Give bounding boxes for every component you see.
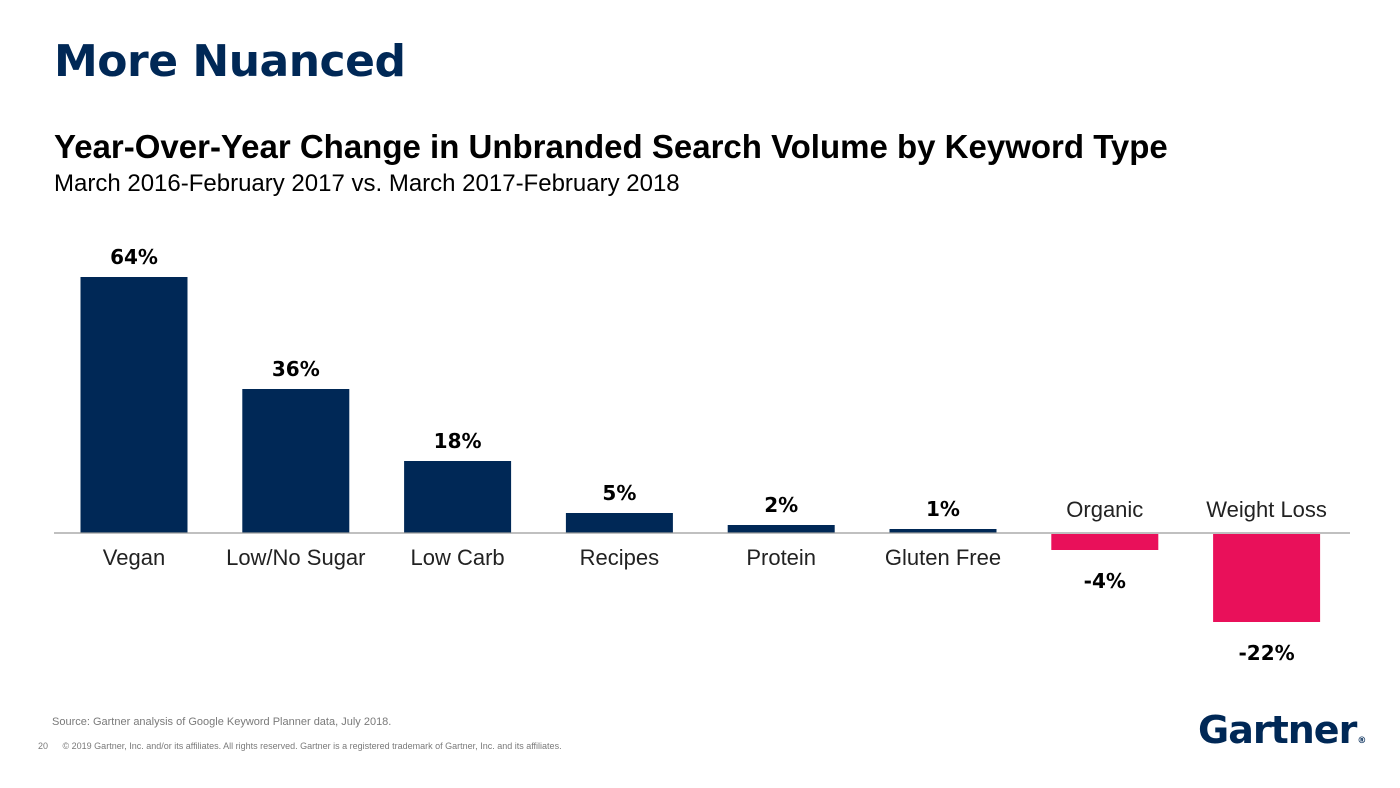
bar-organic [1051, 534, 1159, 550]
registered-mark: ® [1357, 736, 1366, 746]
bar-weight-loss [1213, 534, 1321, 622]
source-note: Source: Gartner analysis of Google Keywo… [52, 716, 392, 728]
data-label-recipes: 5% [602, 481, 636, 505]
data-label-low-no-sugar: 36% [272, 357, 320, 381]
bar-protein [727, 525, 835, 533]
data-label-weight-loss: -22% [1239, 641, 1295, 665]
data-label-organic: -4% [1084, 569, 1126, 593]
data-label-vegan: 64% [110, 245, 158, 269]
bar-vegan [80, 277, 188, 533]
copyright-text: © 2019 Gartner, Inc. and/or its affiliat… [62, 741, 562, 751]
category-label-recipes: Recipes [580, 545, 659, 570]
bar-gluten-free [889, 529, 997, 533]
bar-recipes [565, 513, 673, 533]
category-label-vegan: Vegan [103, 545, 165, 570]
category-label-low-no-sugar: Low/No Sugar [226, 545, 365, 570]
bar-low-carb [404, 461, 512, 533]
logo-text: Gartner [1198, 708, 1357, 752]
footer: 20 © 2019 Gartner, Inc. and/or its affil… [38, 741, 562, 751]
chart-title: Year-Over-Year Change in Unbranded Searc… [54, 128, 1168, 165]
bar-chart: 64% Vegan 36% Low/No Sugar 18% Low Carb 5% Reci… [54, 245, 1350, 665]
category-label-gluten-free: Gluten Free [885, 545, 1001, 570]
category-label-low-carb: Low Carb [411, 545, 505, 570]
bar-low-no-sugar [242, 389, 350, 533]
chart-subtitle: March 2016-February 2017 vs. March 2017-… [54, 170, 680, 197]
data-label-protein: 2% [764, 493, 798, 517]
category-label-organic: Organic [1066, 497, 1143, 522]
category-label-protein: Protein [746, 545, 816, 570]
gartner-logo: Gartner® [1198, 708, 1366, 752]
data-label-gluten-free: 1% [926, 497, 960, 521]
page-number: 20 [38, 741, 49, 751]
slide-title: More Nuanced [54, 36, 406, 87]
category-label-weight-loss: Weight Loss [1206, 497, 1327, 522]
data-label-low-carb: 18% [434, 429, 482, 453]
